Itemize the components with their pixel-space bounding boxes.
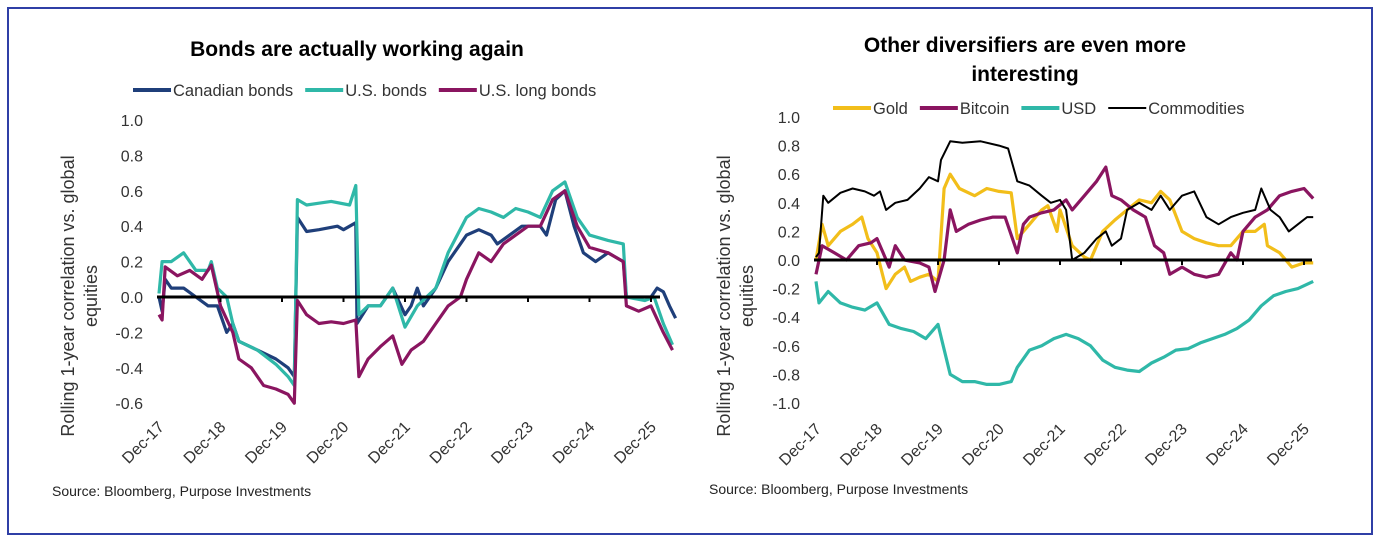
legend-label: U.S. long bonds [479, 82, 596, 100]
x-tick-label: Dec-24 [550, 419, 599, 468]
series-line-canadian-bonds [157, 189, 678, 379]
y-tick-label: -0.4 [772, 310, 800, 327]
chart-title: Bonds are actually working again [190, 38, 524, 61]
x-tick-label: Dec-25 [611, 419, 660, 468]
y-tick-label: 0.2 [778, 224, 800, 241]
y-tick-label: -0.2 [772, 282, 800, 299]
x-tick-label: Dec-21 [365, 419, 414, 468]
y-tick-label: -0.2 [115, 325, 143, 342]
x-tick-label: Dec-17 [119, 419, 168, 468]
series-line-u-s-bonds [157, 180, 674, 388]
legend: Gold Bitcoin USD Commodities [833, 100, 1245, 118]
series-line-commodities [815, 140, 1314, 261]
y-axis-title: Rolling 1-year correlation vs. global eq… [58, 155, 101, 436]
x-tick-label: Dec-25 [1264, 421, 1313, 470]
x-tick-label: Dec-20 [304, 419, 353, 468]
y-tick-label: 1.0 [778, 110, 800, 127]
x-tick-label: Dec-17 [776, 421, 825, 470]
diversifiers-chart: Other diversifiers are even more interes… [709, 34, 1315, 497]
plot-area: 1.0 0.8 0.6 0.4 0.2 0.0 -0.2 -0.4 -0.6 Dec-17 Dec-… [115, 113, 678, 468]
series-line-gold [814, 172, 1314, 291]
x-tick-label: Dec-22 [1081, 421, 1130, 470]
y-tick-label: -1.0 [772, 396, 800, 413]
y-axis-title-line-2: equities [81, 265, 101, 327]
y-tick-label: 0.2 [121, 255, 143, 272]
source-note: Source: Bloomberg, Purpose Investments [52, 483, 311, 499]
y-tick-label: 0.6 [778, 167, 800, 184]
x-tick-label: Dec-23 [488, 419, 537, 468]
y-tick-label: -0.4 [115, 361, 143, 378]
x-tick-label: Dec-22 [427, 419, 476, 468]
legend-label: Gold [873, 100, 908, 118]
y-tick-label: 0.0 [778, 253, 800, 270]
y-tick-label: 0.4 [778, 196, 800, 213]
series-line-bitcoin [814, 165, 1315, 294]
x-tick-label: Dec-23 [1142, 421, 1191, 470]
y-axis-title: Rolling 1-year correlation vs. global eq… [714, 155, 757, 436]
legend-label: U.S. bonds [345, 82, 427, 100]
legend-label: Commodities [1148, 100, 1244, 118]
y-tick-label: 0.0 [121, 290, 143, 307]
x-tick-label: Dec-19 [242, 419, 291, 468]
series-line-usd [814, 279, 1314, 386]
y-tick-label: 0.6 [121, 184, 143, 201]
y-tick-label: -0.6 [115, 396, 143, 413]
x-tick-label: Dec-18 [837, 421, 886, 470]
x-tick-label: Dec-21 [1020, 421, 1069, 470]
figure-border [7, 7, 1373, 535]
y-tick-label: 0.8 [778, 139, 800, 156]
source-note: Source: Bloomberg, Purpose Investments [709, 481, 968, 497]
y-tick-label: 1.0 [121, 113, 143, 130]
legend-label: Bitcoin [960, 100, 1010, 118]
plot-area: 1.0 0.8 0.6 0.4 0.2 0.0 -0.2 -0.4 -0.6 -0.8 -1.0 De… [772, 110, 1315, 470]
y-axis-title-line-1: Rolling 1-year correlation vs. global [714, 155, 734, 436]
legend: Canadian bonds U.S. bonds U.S. long bonds [133, 82, 596, 100]
series-line-u-s-long-bonds [157, 189, 674, 405]
y-axis-title-line-2: equities [737, 265, 757, 327]
x-tick-label: Dec-24 [1203, 421, 1252, 470]
bonds-chart: Bonds are actually working again Canadia… [52, 38, 678, 499]
y-tick-label: -0.8 [772, 367, 800, 384]
chart-title-line-2: interesting [971, 63, 1078, 86]
y-axis-title-line-1: Rolling 1-year correlation vs. global [58, 155, 78, 436]
x-tick-label: Dec-19 [898, 421, 947, 470]
y-tick-label: 0.8 [121, 148, 143, 165]
x-tick-label: Dec-20 [959, 421, 1008, 470]
y-tick-label: 0.4 [121, 219, 143, 236]
y-tick-label: -0.6 [772, 339, 800, 356]
chart-title-line-1: Other diversifiers are even more [864, 34, 1186, 57]
legend-label: Canadian bonds [173, 82, 293, 100]
legend-label: USD [1061, 100, 1096, 118]
x-tick-label: Dec-18 [181, 419, 230, 468]
